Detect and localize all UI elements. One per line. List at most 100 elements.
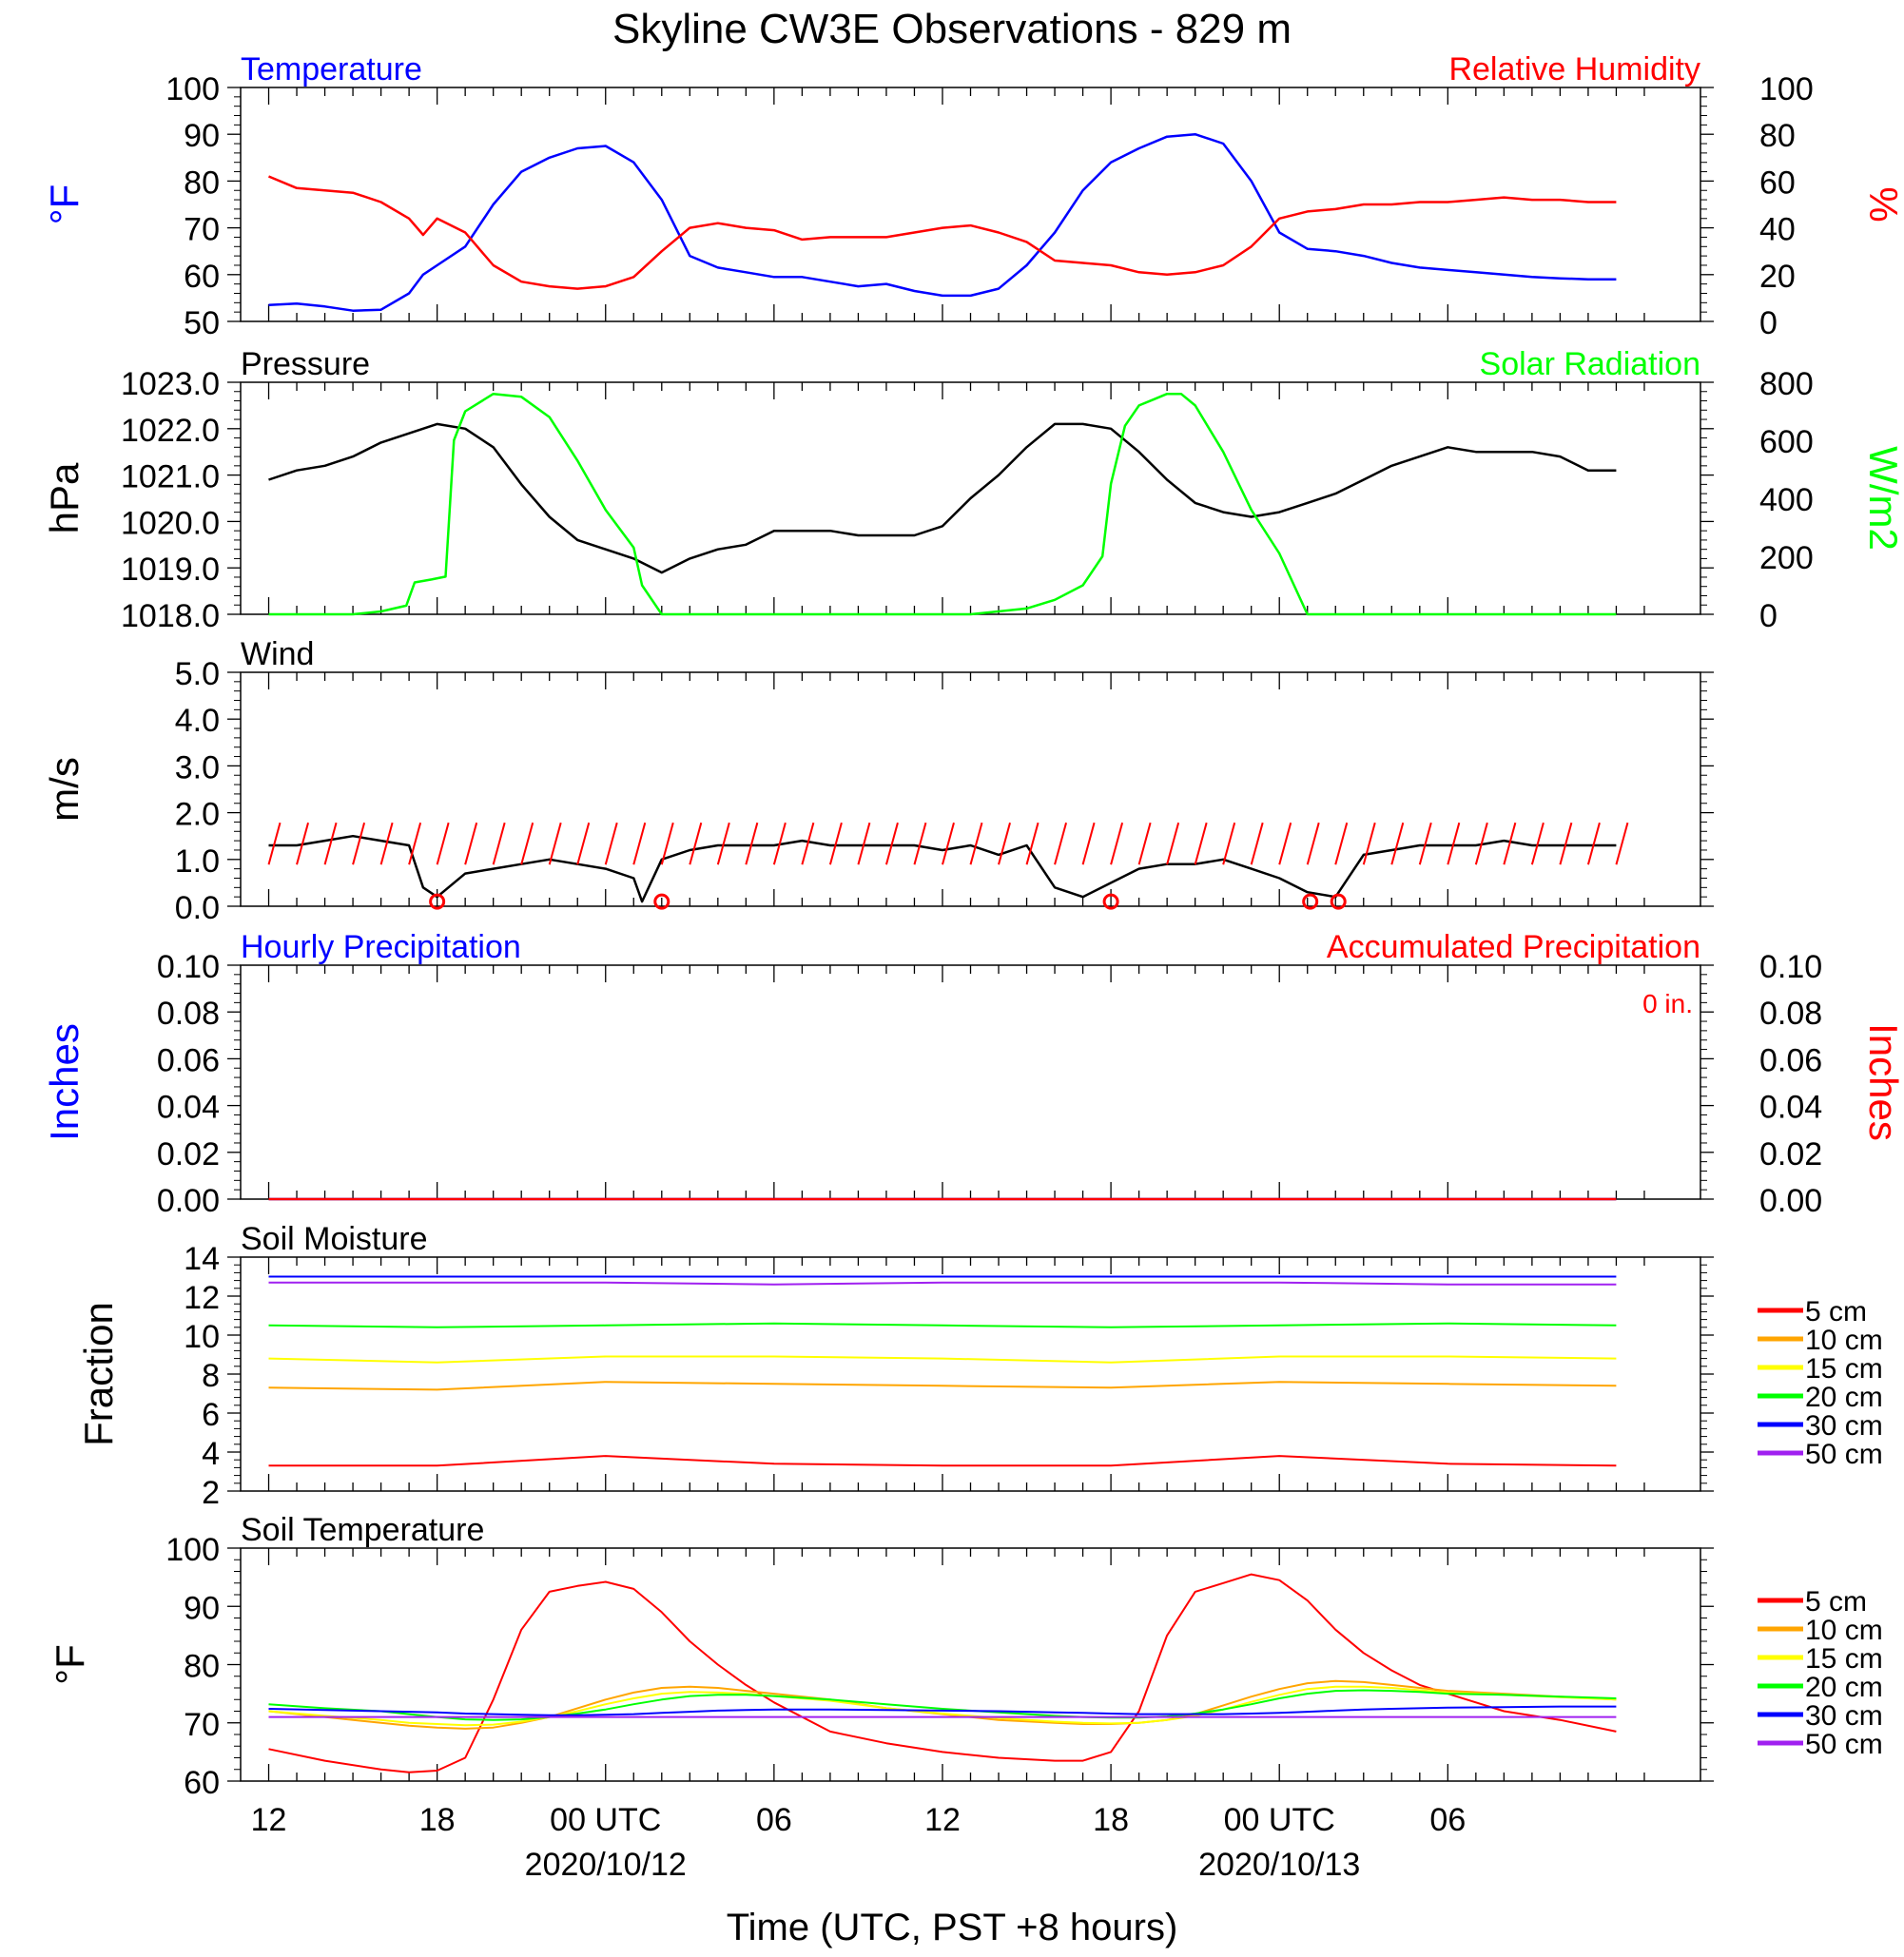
x-tick-label: 12 — [251, 1802, 287, 1838]
y-axis-label-left: hPa — [42, 462, 87, 533]
y-tick-label-left: 1021.0 — [121, 459, 220, 495]
wind-direction-staff — [745, 822, 759, 865]
legend-label: 15 cm — [1805, 1643, 1883, 1675]
panel-title-left: Wind — [241, 636, 314, 672]
y-tick-label-right: 0.08 — [1759, 996, 1822, 1032]
panel-title-right: Accumulated Precipitation — [1327, 929, 1700, 965]
legend-label: 5 cm — [1805, 1586, 1867, 1618]
wind-direction-staff — [857, 822, 871, 865]
panel-2: 1023.0 1022.0 1021.0 1020.0 1019.0 1018.0 800 6… — [42, 346, 1904, 634]
calm-wind-marker — [429, 893, 446, 910]
y-axis-label-right: % — [1861, 186, 1904, 222]
y-tick-label-left: 2.0 — [175, 797, 220, 833]
x-tick-label: 12 — [924, 1802, 961, 1838]
legend-label: 20 cm — [1805, 1382, 1883, 1413]
y-tick-label-left: 70 — [184, 212, 220, 248]
wind-direction-staff — [352, 822, 366, 865]
series-line-relative-humidity — [268, 175, 1617, 290]
panel-title-left: Hourly Precipitation — [241, 929, 521, 965]
y-tick-label-left: 6 — [202, 1397, 220, 1433]
y-axis-label-left: Inches — [42, 1023, 87, 1141]
y-tick-label-right: 0 — [1759, 598, 1778, 634]
wind-direction-staff — [1418, 822, 1432, 865]
y-tick-label-left: 0.00 — [157, 1183, 220, 1219]
y-tick-label-left: 8 — [202, 1358, 220, 1394]
y-tick-label-left: 1023.0 — [121, 366, 220, 402]
panel-3: 5.0 4.0 3.0 2.0 1.0 0.0 Wind m/s — [42, 636, 1714, 926]
wind-direction-staff — [828, 822, 843, 865]
wind-direction-staff — [1559, 822, 1573, 865]
y-tick-label-right: 0.00 — [1759, 1183, 1822, 1219]
wind-direction-staff — [716, 822, 730, 865]
time-axis: 12 18 00 UTC 06 12 18 00 UTC 06 2020/10/12 2020/1… — [251, 1802, 1467, 1883]
x-date-label: 2020/10/13 — [1198, 1847, 1360, 1883]
wind-direction-staff — [1474, 822, 1488, 865]
calm-wind-marker — [653, 893, 670, 910]
legend-label: 20 cm — [1805, 1672, 1883, 1703]
y-tick-label-right: 0.06 — [1759, 1042, 1822, 1078]
y-tick-label-left: 1022.0 — [121, 413, 220, 449]
wind-direction-staff — [576, 822, 591, 865]
wind-direction-staff — [1615, 822, 1629, 865]
plot-frame — [240, 87, 1701, 322]
y-tick-label-left: 0.04 — [157, 1090, 220, 1126]
y-tick-label-left: 14 — [184, 1241, 220, 1277]
y-tick-label-left: 100 — [165, 1532, 220, 1568]
y-tick-label-right: 200 — [1759, 540, 1814, 576]
series-line-solar-radiation — [268, 392, 1617, 616]
y-tick-label-right: 20 — [1759, 259, 1796, 295]
wind-direction-staff — [1166, 822, 1180, 865]
series-line-20-cm — [268, 1322, 1617, 1328]
y-tick-label-left: 90 — [184, 1590, 220, 1626]
wind-direction-staff — [1250, 822, 1264, 865]
wind-direction-staff — [1222, 822, 1236, 865]
y-tick-label-right: 800 — [1759, 366, 1814, 402]
y-tick-label-left: 2 — [202, 1475, 220, 1511]
legend-label: 50 cm — [1805, 1439, 1883, 1470]
wind-direction-staff — [492, 822, 506, 865]
panel-1: 100 90 80 70 60 50 100 80 60 40 20 0 Temperature Rela… — [42, 51, 1904, 341]
wind-direction-staff — [1278, 822, 1292, 865]
wind-direction-staff — [1334, 822, 1349, 865]
y-tick-label-right: 60 — [1759, 165, 1796, 201]
wind-direction-staff — [998, 822, 1011, 865]
wind-direction-staff — [1503, 822, 1517, 865]
y-tick-label-left: 80 — [184, 1649, 220, 1685]
plot-frame — [240, 1547, 1701, 1782]
calm-wind-marker — [1302, 893, 1319, 910]
wind-direction-staff — [267, 822, 282, 865]
wind-direction-staff — [604, 822, 618, 865]
y-tick-label-right: 80 — [1759, 118, 1796, 154]
x-tick-label: 00 UTC — [1224, 1802, 1335, 1838]
wind-direction-staff — [520, 822, 534, 865]
wind-direction-staff — [1081, 822, 1096, 865]
y-tick-label-right: 0 — [1759, 305, 1778, 341]
y-axis-label-right: Inches — [1861, 1023, 1904, 1141]
legend-label: 5 cm — [1805, 1296, 1867, 1327]
series-line-15-cm — [268, 1685, 1617, 1727]
legend-label: 10 cm — [1805, 1615, 1883, 1646]
y-axis-label-left: °F — [42, 184, 87, 224]
wind-direction-staff — [1530, 822, 1545, 865]
y-tick-label-right: 0.02 — [1759, 1136, 1822, 1172]
y-tick-label-left: 3.0 — [175, 749, 220, 785]
y-tick-label-right: 100 — [1759, 71, 1814, 107]
legend-label: 30 cm — [1805, 1410, 1883, 1442]
series-line-10-cm — [268, 1381, 1617, 1391]
panel-title-right: Solar Radiation — [1480, 346, 1700, 382]
legend-label: 30 cm — [1805, 1700, 1883, 1732]
precip-total-annotation: 0 in. — [1642, 989, 1693, 1018]
wind-direction-staff — [1390, 822, 1405, 865]
wind-direction-staff — [772, 822, 787, 865]
wind-direction-staff — [296, 822, 310, 865]
series-line-15-cm — [268, 1355, 1617, 1364]
series-line-30-cm — [268, 1705, 1617, 1716]
panel-title-left: Soil Moisture — [241, 1221, 428, 1257]
y-tick-label-left: 5.0 — [175, 656, 220, 692]
y-tick-label-left: 80 — [184, 165, 220, 201]
series-line-5-cm — [268, 1455, 1617, 1467]
y-tick-label-left: 100 — [165, 71, 220, 107]
calm-wind-marker — [1102, 893, 1119, 910]
